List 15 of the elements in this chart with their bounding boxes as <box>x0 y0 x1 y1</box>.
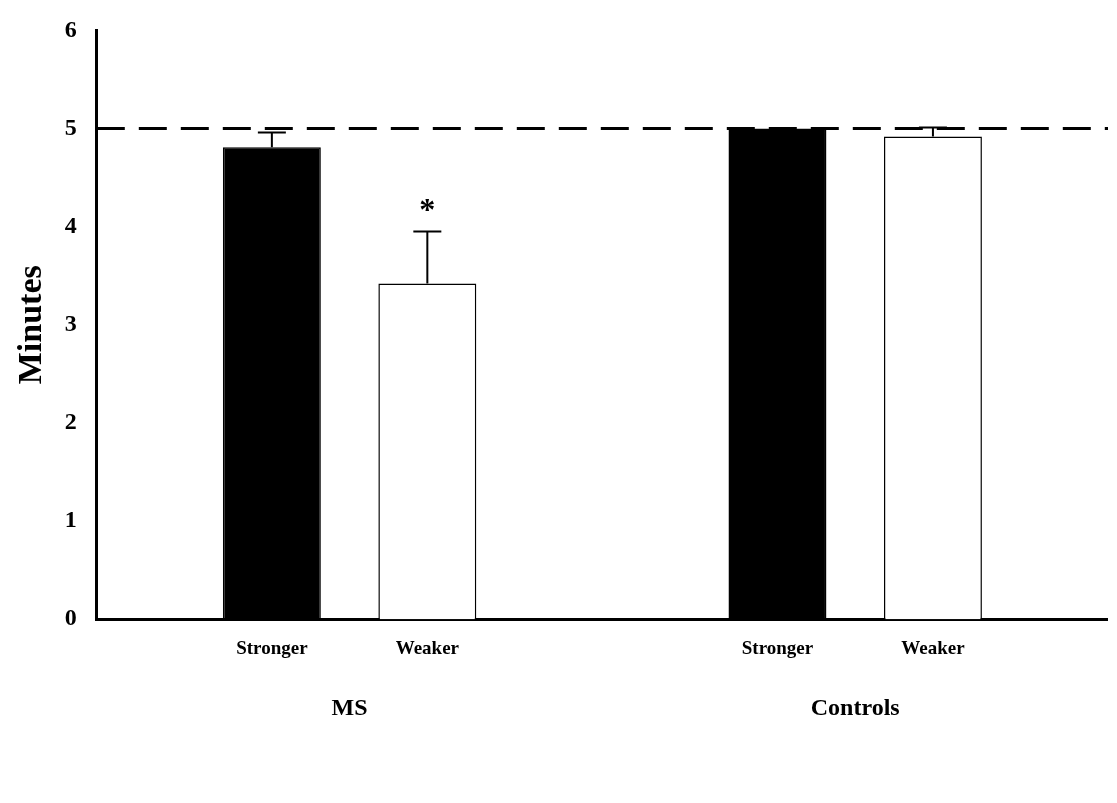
y-tick-label: 2 <box>64 408 77 435</box>
y-tick-label: 4 <box>64 211 77 238</box>
x-tick-label: Controls <box>810 693 900 720</box>
series-label: Stronger <box>236 636 309 658</box>
x-tick-label: MS <box>331 693 368 720</box>
y-tick-label: 1 <box>64 506 77 533</box>
y-tick-label: 6 <box>64 15 77 42</box>
series-label: Weaker <box>395 636 460 658</box>
text: Weaker <box>901 636 965 658</box>
y-tick-label: 5 <box>64 113 77 140</box>
y-tick-label: 3 <box>64 310 77 336</box>
y-tick-label: 0 <box>64 604 77 631</box>
text: Stronger <box>741 636 814 658</box>
annotation: * <box>419 190 436 227</box>
y-axis-title: Minutes <box>11 265 49 385</box>
